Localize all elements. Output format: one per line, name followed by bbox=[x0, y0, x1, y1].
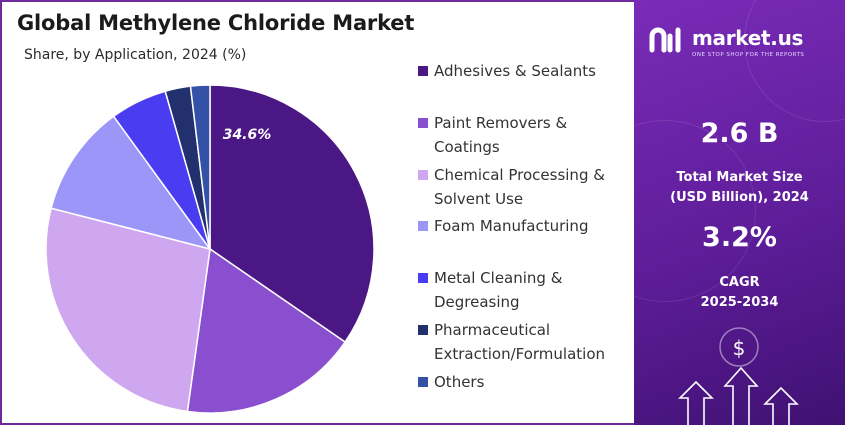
arrow-up-icon bbox=[678, 366, 799, 425]
legend-label-line: Metal Cleaning & bbox=[434, 269, 563, 287]
brand-name: market.us bbox=[692, 26, 804, 50]
pie-chart: 34.6% bbox=[45, 84, 375, 414]
pie-slice bbox=[189, 84, 211, 250]
pie-slice bbox=[186, 247, 347, 414]
legend-swatch bbox=[418, 66, 428, 76]
legend-label-line: Adhesives & Sealants bbox=[434, 62, 596, 80]
legend-label-line: Foam Manufacturing bbox=[434, 217, 589, 235]
cagr-value: 3.2% bbox=[702, 222, 777, 253]
market-size-value: 2.6 B bbox=[700, 118, 779, 149]
pie-slice bbox=[45, 207, 211, 413]
legend-label: Foam Manufacturing bbox=[434, 214, 634, 238]
market-size-label: Total Market Size (USD Billion), 2024 bbox=[634, 168, 845, 208]
cagr-label-line1: CAGR bbox=[719, 275, 760, 290]
chart-title: Global Methylene Chloride Market bbox=[17, 11, 415, 35]
legend-swatch bbox=[418, 325, 428, 335]
logo-icon bbox=[649, 27, 681, 53]
brand-logo: market.us ONE STOP SHOP FOR THE REPORTS bbox=[648, 22, 838, 62]
legend-swatch bbox=[418, 170, 428, 180]
legend-label: Pharmaceutical Extraction/Formulation bbox=[434, 318, 634, 366]
pie-slice bbox=[209, 84, 375, 344]
summary-panel: market.us ONE STOP SHOP FOR THE REPORTS … bbox=[634, 0, 845, 425]
pie-slice bbox=[50, 115, 212, 251]
legend-swatch bbox=[418, 377, 428, 387]
legend-swatch bbox=[418, 273, 428, 283]
brand-tagline: ONE STOP SHOP FOR THE REPORTS bbox=[692, 52, 805, 58]
legend-label-line: Chemical Processing & bbox=[434, 166, 605, 184]
legend-label-line: Pharmaceutical bbox=[434, 321, 551, 339]
legend-label-line: Solvent Use bbox=[434, 190, 524, 208]
legend-label-line: Paint Removers & bbox=[434, 114, 568, 132]
legend-label: Chemical Processing & Solvent Use bbox=[434, 163, 634, 211]
legend-label: Others bbox=[434, 370, 634, 394]
legend-label-line: Coatings bbox=[434, 138, 500, 156]
market-size-label-line2: (USD Billion), 2024 bbox=[670, 190, 809, 205]
cagr-label-line2: 2025-2034 bbox=[700, 295, 779, 310]
legend-label: Paint Removers & Coatings bbox=[434, 111, 634, 159]
chart-panel: Global Methylene Chloride Market Share, … bbox=[0, 0, 634, 425]
legend-label-line: Extraction/Formulation bbox=[434, 345, 606, 363]
dollar-icon: $ bbox=[719, 327, 759, 367]
svg-text:$: $ bbox=[733, 336, 746, 360]
growth-illustration: $ bbox=[678, 327, 799, 425]
legend-label-line: Others bbox=[434, 373, 485, 391]
legend-label: Adhesives & Sealants bbox=[434, 59, 634, 83]
market-size-label-line1: Total Market Size bbox=[676, 170, 803, 185]
slice-data-label: 34.6% bbox=[223, 127, 272, 143]
cagr-label: CAGR 2025-2034 bbox=[634, 273, 845, 313]
chart-subtitle: Share, by Application, 2024 (%) bbox=[24, 47, 247, 63]
legend-swatch bbox=[418, 221, 428, 231]
legend-label-line: Degreasing bbox=[434, 293, 520, 311]
legend-swatch bbox=[418, 118, 428, 128]
legend-label: Metal Cleaning & Degreasing bbox=[434, 266, 634, 314]
